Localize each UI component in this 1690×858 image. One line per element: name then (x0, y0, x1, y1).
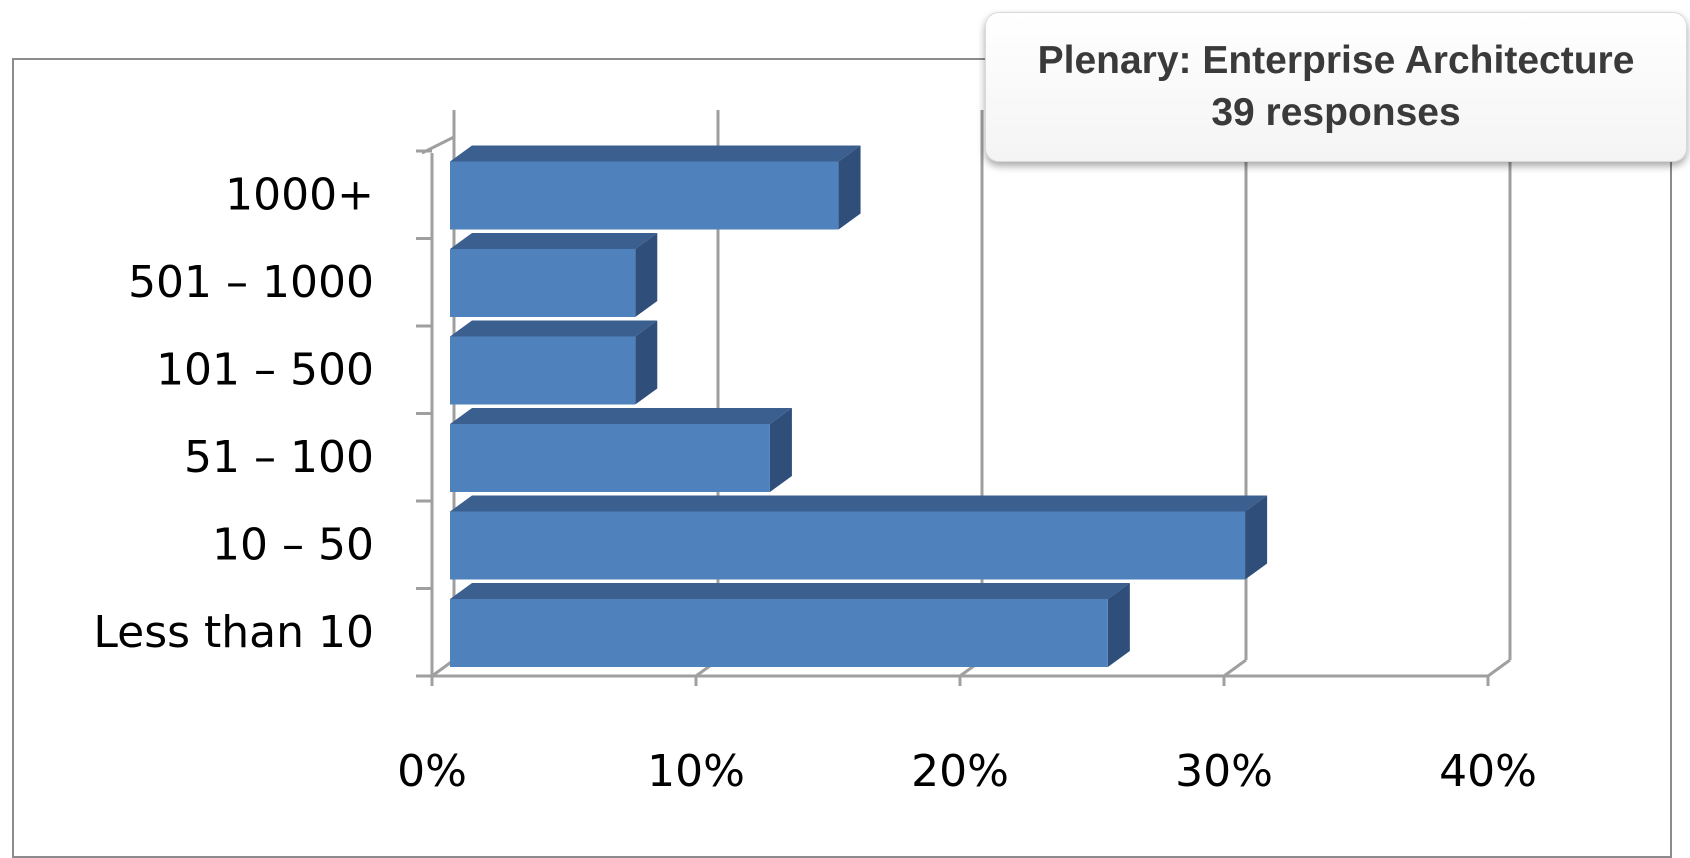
category-label: 10 – 50 (212, 520, 374, 571)
bar-4 (450, 233, 658, 317)
x-tick-labels: 0% 10% 20% 30% 40% (397, 746, 1537, 797)
bar-front-face (450, 249, 636, 317)
bar-top-face (450, 583, 1130, 599)
category-label: 51 – 100 (184, 432, 374, 483)
category-label: 101 – 500 (156, 345, 374, 396)
floor-gridline (1223, 658, 1247, 678)
bar-top-face (450, 320, 658, 337)
bar-5 (450, 145, 861, 230)
bar-side-face (635, 320, 658, 405)
chart-title: Plenary: Enterprise Architecture (1037, 39, 1635, 82)
axes (416, 149, 1490, 686)
bar-0 (450, 583, 1130, 667)
bar-front-face (450, 424, 770, 492)
floor-gridline (1487, 658, 1511, 678)
bar-1 (450, 495, 1268, 580)
bar-3 (450, 320, 658, 405)
bar-front-face (450, 599, 1108, 667)
x-tick-label: 30% (1175, 746, 1273, 797)
chart-title-box: Plenary: Enterprise Architecture 39 resp… (985, 12, 1687, 162)
category-labels: 1000+ 501 – 1000 101 – 500 51 – 100 10 – 50 L… (93, 170, 374, 659)
category-label: Less than 10 (93, 607, 374, 658)
x-tick-label: 0% (397, 746, 467, 797)
bar-side-face (1107, 583, 1130, 667)
bar-top-face (450, 233, 658, 249)
chart-subtitle: 39 responses (1211, 91, 1461, 134)
bar-side-face (1245, 495, 1268, 580)
category-label: 1000+ (225, 170, 374, 221)
x-tick-label: 20% (911, 746, 1009, 797)
bar-side-face (635, 233, 658, 317)
x-tick-label: 40% (1439, 746, 1537, 797)
bars (450, 145, 1268, 667)
x-tick-label: 10% (647, 746, 745, 797)
category-label: 501 – 1000 (128, 257, 374, 308)
bar-front-face (450, 511, 1246, 580)
bar-2 (450, 408, 792, 492)
bar-front-face (450, 161, 839, 230)
bar-side-face (838, 145, 861, 230)
bar-top-face (450, 408, 792, 424)
bar-top-face (450, 145, 861, 162)
bar-front-face (450, 336, 636, 405)
bar-top-face (450, 495, 1268, 512)
bar-side-face (769, 408, 792, 492)
